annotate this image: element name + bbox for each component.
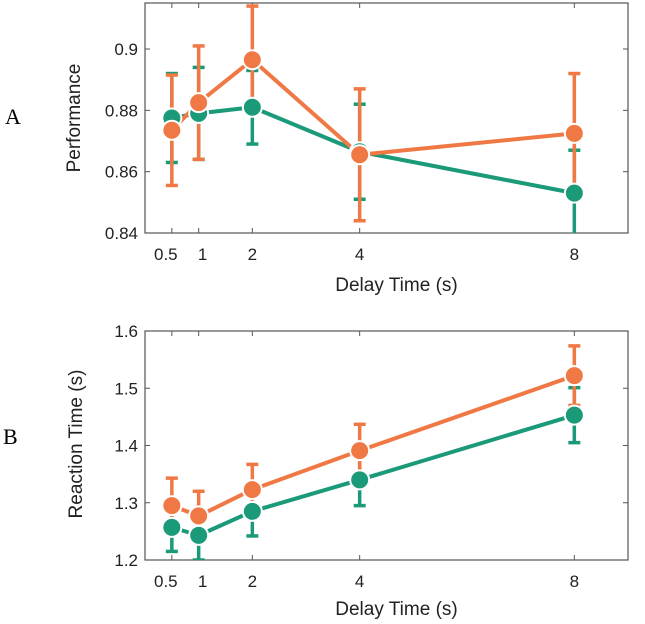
- data-point-orange: [349, 440, 371, 462]
- data-point-orange: [349, 144, 371, 166]
- x-tick-label: 8: [570, 572, 579, 591]
- x-tick-label: 0.5: [154, 245, 178, 264]
- y-tick-label: 0.9: [114, 40, 138, 59]
- data-point-green: [241, 500, 263, 522]
- x-axis-label: Delay Time (s): [335, 599, 457, 620]
- data-point-green: [563, 182, 585, 204]
- data-point-green: [563, 404, 585, 426]
- y-axis-label: Reaction Time (s): [66, 370, 87, 519]
- x-tick-label: 2: [248, 572, 257, 591]
- x-tick-label: 8: [570, 245, 579, 264]
- data-point-orange: [188, 505, 210, 527]
- data-point-orange: [161, 119, 183, 141]
- data-point-green: [241, 96, 263, 118]
- x-tick-label: 0.5: [154, 572, 178, 591]
- plot-area: [144, 2, 629, 234]
- y-axis-label: Performance: [64, 64, 85, 173]
- data-point-green: [349, 469, 371, 491]
- data-point-green: [188, 524, 210, 546]
- panel-letter-a: A: [5, 104, 21, 129]
- y-tick-label: 1.5: [114, 379, 138, 398]
- y-tick-label: 1.4: [114, 437, 138, 456]
- chart-panel-a: 0.84 0.86 0.88 0.9 0.5 1 2 4 8 Delay Time (s) Perf…: [64, 2, 629, 296]
- y-tick-label: 1.2: [114, 551, 138, 570]
- data-point-orange: [188, 92, 210, 114]
- data-point-orange: [563, 122, 585, 144]
- data-point-orange: [563, 365, 585, 387]
- y-tick-label: 0.88: [105, 101, 138, 120]
- chart-panel-b: 1.2 1.3 1.4 1.5 1.6 0.5 1 2 4 8 Delay Time (s) Reac…: [66, 322, 629, 620]
- data-point-green: [161, 516, 183, 538]
- y-tick-label: 1.3: [114, 494, 138, 513]
- x-tick-label: 1: [198, 245, 207, 264]
- x-axis-label: Delay Time (s): [335, 275, 457, 296]
- data-point-orange: [161, 495, 183, 517]
- data-point-orange: [241, 479, 263, 501]
- x-tick-label: 1: [198, 572, 207, 591]
- y-tick-label: 1.6: [114, 322, 138, 341]
- data-point-orange: [241, 49, 263, 71]
- panel-letter-b: B: [3, 424, 18, 449]
- y-tick-label: 0.84: [105, 224, 138, 243]
- y-tick-label: 0.86: [105, 163, 138, 182]
- x-tick-label: 4: [355, 572, 364, 591]
- x-tick-label: 2: [248, 245, 257, 264]
- x-tick-label: 4: [355, 245, 364, 264]
